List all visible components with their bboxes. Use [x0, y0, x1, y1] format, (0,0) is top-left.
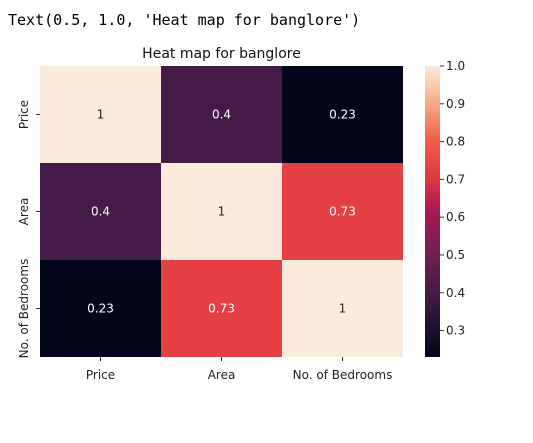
heatmap-cell [161, 66, 282, 163]
x-axis-ticks: Price Area No. of Bedrooms [86, 357, 392, 382]
cell-annotation: 0.4 [212, 108, 231, 122]
cell-annotation: 1 [339, 302, 347, 316]
cell-annotation: 0.23 [87, 302, 114, 316]
heatmap-cell [40, 260, 161, 357]
heatmap-cell [40, 66, 161, 163]
y-tick-label: Area [17, 198, 31, 226]
cell-annotation: 0.73 [329, 205, 356, 219]
heatmap-cell [161, 163, 282, 260]
cell-annotation: 0.23 [329, 108, 356, 122]
colorbar-tick-label: 0.6 [446, 210, 465, 224]
y-tick-label: Price [17, 100, 31, 129]
colorbar-tick-label: 0.7 [446, 172, 465, 186]
heatmap-cell [40, 163, 161, 260]
colorbar-gradient [425, 66, 440, 357]
colorbar-tick-label: 0.5 [446, 248, 465, 262]
cell-annotation: 1 [218, 205, 226, 219]
colorbar: 1.0 0.9 0.8 0.7 0.6 0.5 0.4 0.3 [425, 59, 465, 357]
chart-title: Heat map for banglore [142, 46, 301, 62]
y-tick-label: No. of Bedrooms [17, 259, 31, 359]
cell-annotation: 1 [97, 108, 105, 122]
cell-annotation: 0.4 [91, 205, 110, 219]
colorbar-tick-label: 1.0 [446, 59, 465, 73]
colorbar-tick-label: 0.8 [446, 135, 465, 149]
x-tick-label: No. of Bedrooms [293, 368, 393, 382]
heatmap-cell [161, 260, 282, 357]
x-tick-label: Price [86, 368, 115, 382]
heatmap-cell [282, 260, 403, 357]
cell-annotation: 0.73 [208, 302, 235, 316]
cell-output-text: Text(0.5, 1.0, 'Heat map for banglore') [8, 11, 361, 29]
colorbar-tick-label: 0.9 [446, 97, 465, 111]
colorbar-tick-label: 0.3 [446, 324, 465, 338]
heatmap-cells: 1 0.4 0.23 0.4 1 0.73 0.23 0.73 1 [40, 66, 403, 357]
heatmap-cell [282, 66, 403, 163]
x-tick-label: Area [208, 368, 236, 382]
heatmap-cell [282, 163, 403, 260]
y-axis-ticks: Price Area No. of Bedrooms [17, 100, 40, 358]
colorbar-tick-label: 0.4 [446, 286, 465, 300]
